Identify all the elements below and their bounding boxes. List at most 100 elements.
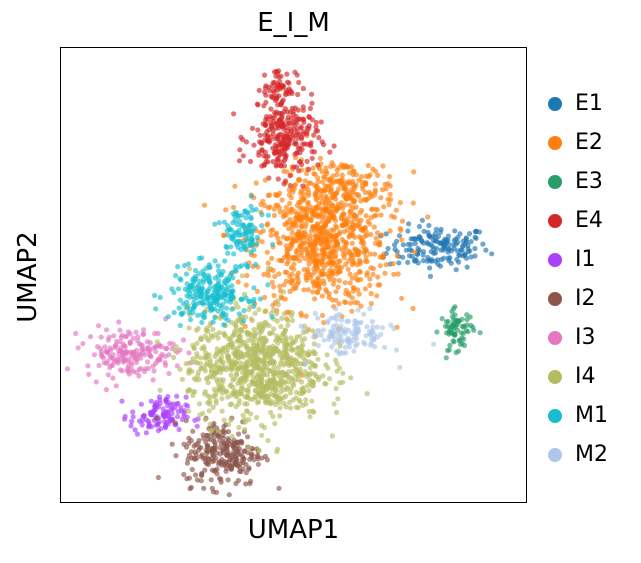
data-point <box>302 229 308 235</box>
data-point <box>299 313 305 319</box>
data-point <box>362 180 368 187</box>
data-point <box>319 293 325 299</box>
data-point <box>281 151 287 157</box>
data-point <box>313 128 319 134</box>
data-point <box>347 213 353 219</box>
data-point <box>319 312 326 318</box>
data-point <box>368 231 374 238</box>
data-point <box>263 117 269 123</box>
data-point <box>269 122 275 128</box>
data-point <box>385 196 391 202</box>
data-point <box>269 279 275 285</box>
data-point <box>327 149 333 155</box>
data-point <box>143 430 149 436</box>
data-point <box>305 187 311 193</box>
data-point <box>317 155 324 161</box>
data-point <box>129 418 135 425</box>
data-point <box>331 245 337 252</box>
data-point <box>312 227 318 233</box>
data-point <box>320 271 326 277</box>
legend-item: I4 <box>548 357 608 396</box>
data-point <box>311 132 317 138</box>
data-point <box>450 338 456 344</box>
data-point <box>432 258 438 264</box>
data-point <box>256 152 262 158</box>
data-point <box>410 305 416 311</box>
data-point <box>377 263 383 269</box>
data-point <box>304 158 310 164</box>
data-point <box>295 231 301 237</box>
data-point <box>138 401 144 407</box>
data-point <box>300 183 306 189</box>
data-point <box>256 87 262 93</box>
data-point <box>257 230 263 236</box>
data-point <box>385 181 391 187</box>
data-point <box>362 225 368 231</box>
data-point <box>466 231 473 237</box>
data-point <box>349 187 355 193</box>
data-point <box>280 234 286 240</box>
data-point <box>325 177 331 183</box>
data-point <box>216 475 223 481</box>
data-point <box>318 191 324 197</box>
data-point <box>230 443 236 449</box>
data-point <box>320 278 326 284</box>
data-point <box>302 178 308 184</box>
data-point <box>286 192 292 198</box>
data-point <box>259 163 265 169</box>
data-point <box>270 227 276 233</box>
data-point <box>324 170 330 176</box>
data-point <box>289 115 295 122</box>
data-point <box>265 260 271 266</box>
data-point <box>341 211 347 217</box>
data-point <box>186 440 192 446</box>
data-point <box>449 323 455 329</box>
data-point <box>268 93 274 99</box>
data-point <box>325 260 331 266</box>
data-point <box>162 425 168 431</box>
data-point <box>276 485 282 491</box>
data-point <box>472 234 478 240</box>
data-point <box>325 254 331 260</box>
data-point <box>265 192 271 198</box>
data-point <box>372 251 378 257</box>
data-point <box>366 189 372 195</box>
data-point <box>276 239 282 245</box>
data-point <box>347 300 353 306</box>
data-point <box>271 206 277 212</box>
data-point <box>453 349 459 356</box>
data-point <box>283 278 289 284</box>
data-point <box>272 69 278 75</box>
data-point <box>183 394 189 400</box>
data-point <box>253 180 259 186</box>
data-point <box>380 255 386 261</box>
data-point <box>295 270 301 276</box>
data-point <box>273 163 279 169</box>
data-point <box>367 172 373 178</box>
data-point <box>370 271 376 277</box>
legend-marker <box>548 408 562 423</box>
x-axis-label: UMAP1 <box>247 515 340 545</box>
data-point <box>304 125 310 131</box>
data-point <box>312 296 318 302</box>
data-point <box>300 85 306 92</box>
data-point <box>139 422 145 428</box>
data-point <box>270 267 276 273</box>
data-point <box>313 119 319 126</box>
data-point <box>275 102 281 108</box>
data-point <box>268 106 274 112</box>
data-point <box>327 239 333 245</box>
data-point <box>223 465 230 471</box>
data-point <box>325 273 331 280</box>
data-point <box>189 466 195 473</box>
data-point <box>287 183 293 189</box>
data-point <box>281 282 287 288</box>
data-point <box>420 240 427 246</box>
series-I1 <box>119 393 201 437</box>
data-point <box>314 238 320 244</box>
data-point <box>452 228 458 234</box>
data-point <box>182 408 188 414</box>
data-point <box>331 143 337 149</box>
data-point <box>243 139 249 145</box>
data-point <box>309 100 315 106</box>
